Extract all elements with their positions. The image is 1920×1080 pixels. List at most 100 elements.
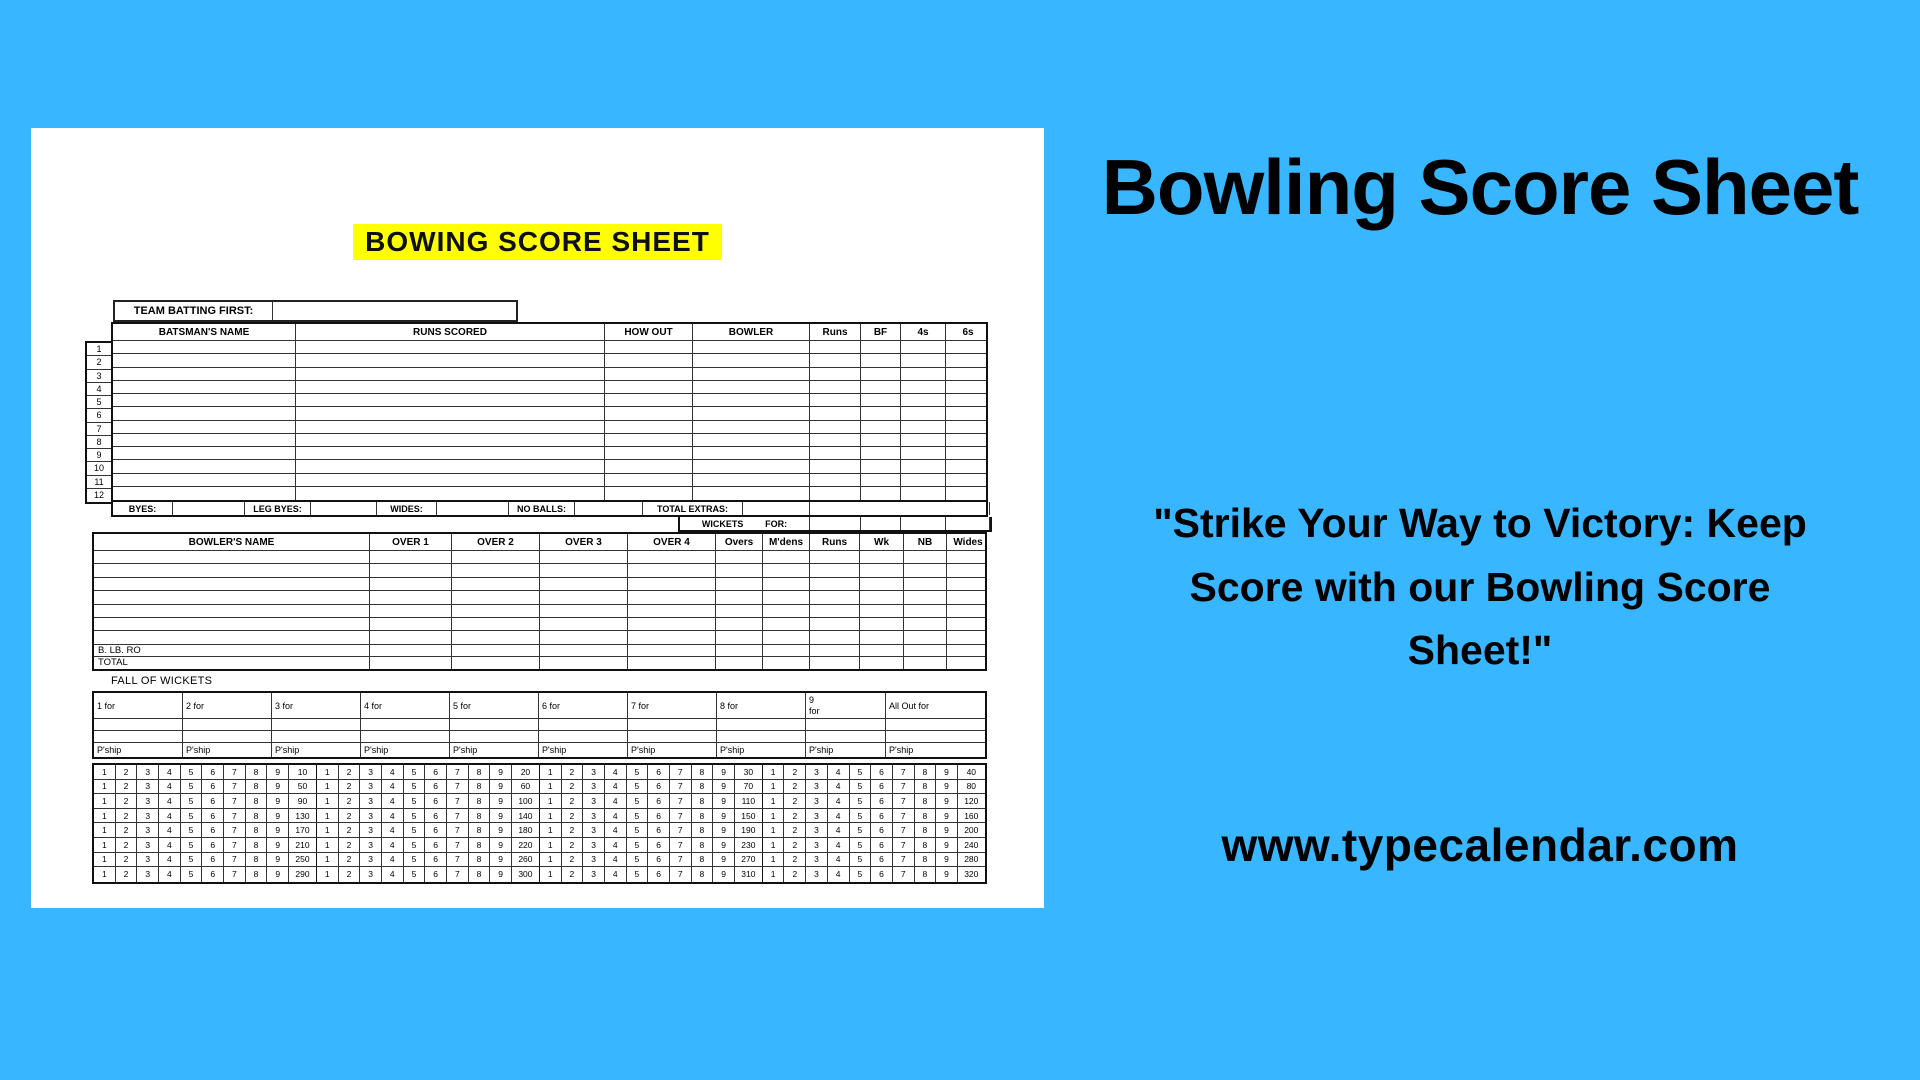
run-grid-digit: 2 <box>339 808 361 823</box>
extras-value-cell <box>437 502 509 515</box>
run-grid-digit: 7 <box>893 837 915 852</box>
fow-label-text: 4 for <box>364 700 383 711</box>
bowling-cell <box>370 644 452 656</box>
batting-cell <box>946 421 990 433</box>
run-grid-digit: 5 <box>627 837 649 852</box>
run-grid-digit: 7 <box>670 765 692 779</box>
cumulative-run-grid: 1 2 3 4 5 6 7 8 9 10 1 2 3 4 5 6 7 8 9 20 1 2 3 4 5 6 7 8 9 30 1 2 3 4 5 6 7… <box>92 763 987 884</box>
batting-cell <box>605 473 693 486</box>
batting-cell <box>605 460 693 473</box>
run-grid-digit: 4 <box>159 823 181 837</box>
run-grid-digit: 3 <box>583 823 605 837</box>
fow-cell <box>450 719 539 730</box>
batting-cell <box>810 447 861 460</box>
run-grid-total: 300 <box>512 867 540 882</box>
run-grid-digit: 5 <box>850 867 872 882</box>
run-grid-digit: 5 <box>850 837 872 852</box>
run-grid-digit: 1 <box>94 867 116 882</box>
run-grid-digit: 1 <box>763 823 785 837</box>
bowling-cell <box>94 617 370 631</box>
bowling-cell <box>947 618 989 630</box>
run-grid-digit: 6 <box>202 794 225 808</box>
extras-row: BYES: LEG BYES: WIDES: NO BALLS: TOTAL EXTRA… <box>111 502 990 517</box>
col-over-2: OVER 2 <box>452 534 540 550</box>
bowling-cell <box>628 604 716 617</box>
run-grid-digit: 2 <box>784 794 807 808</box>
run-grid-digit: 3 <box>583 837 605 852</box>
run-grid-digit: 4 <box>605 794 627 808</box>
run-grid-digit: 5 <box>850 779 872 794</box>
run-grid-digit: 9 <box>490 779 512 794</box>
fow-label-text: 9 for <box>809 695 820 716</box>
batting-cell <box>861 380 901 393</box>
batting-cell <box>946 381 990 393</box>
run-grid-digit: 5 <box>850 794 872 808</box>
fow-header-row: 1 for 2 for 3 for 4 for 5 for 6 for 7 for 8 for… <box>94 693 985 719</box>
wides-label: WIDES: <box>377 502 437 515</box>
batting-cell <box>693 486 810 500</box>
fow-cell <box>94 719 183 730</box>
run-grid-digit: 3 <box>360 794 382 808</box>
run-grid-digit: 4 <box>605 779 627 794</box>
run-grid-digit: 4 <box>159 808 181 823</box>
run-grid-digit: 1 <box>763 779 785 794</box>
run-grid-digit: 5 <box>850 852 872 867</box>
pship-label: P'ship <box>628 743 717 757</box>
bowling-cell <box>947 551 989 563</box>
run-grid-digit: 3 <box>583 808 605 823</box>
batting-cell <box>605 394 693 407</box>
fow-column-label: 4 for <box>361 693 450 718</box>
run-grid-digit: 5 <box>627 779 649 794</box>
bowling-cell <box>716 617 763 631</box>
batting-cell <box>861 354 901 367</box>
bowling-table-row <box>94 604 985 618</box>
run-grid-digit: 7 <box>447 823 469 837</box>
fow-cell <box>450 731 539 742</box>
run-grid-total: 170 <box>289 823 317 837</box>
run-grid-total: 140 <box>512 808 540 823</box>
run-grid-digit: 8 <box>246 823 268 837</box>
batting-cell <box>113 420 296 433</box>
batting-cell <box>605 433 693 446</box>
run-grid-digit: 9 <box>267 852 290 867</box>
batting-row-number: 12 <box>93 490 104 501</box>
run-grid-digit: 3 <box>806 765 828 779</box>
run-grid-digit: 1 <box>540 765 562 779</box>
run-grid-digit: 6 <box>871 794 893 808</box>
bowling-cell <box>452 644 540 656</box>
fow-cell <box>94 731 183 742</box>
batting-cell <box>113 486 296 500</box>
fow-label-text: 6 for <box>542 700 561 711</box>
batting-cell <box>901 460 946 473</box>
run-grid-digit: 4 <box>828 867 850 882</box>
run-grid-digit: 1 <box>94 852 116 867</box>
fall-of-wickets-label: FALL OF WICKETS <box>111 675 213 687</box>
bowling-cell <box>94 604 370 617</box>
total-extras-label: TOTAL EXTRAS: <box>643 502 743 515</box>
run-grid-digit: 8 <box>469 779 491 794</box>
fow-label-text: 2 for <box>186 700 205 711</box>
pship-label: P'ship <box>450 743 539 757</box>
run-grid-digit: 5 <box>404 837 426 852</box>
bowling-cell <box>904 656 947 669</box>
run-grid-row: 1 2 3 4 5 6 7 8 9 210 1 2 3 4 5 6 7 8 9 220 1 2 3 4 5 6 7 8 9 230 1 2 3 4… <box>94 837 985 853</box>
run-grid-digit: 9 <box>713 823 735 837</box>
fow-label-text: 3 for <box>275 700 294 711</box>
bowling-cell <box>628 551 716 564</box>
run-grid-digit: 3 <box>137 808 160 823</box>
fow-cell <box>539 731 628 742</box>
batting-cell <box>810 341 861 354</box>
bowling-cell <box>904 591 947 604</box>
run-grid-digit: 9 <box>267 794 290 808</box>
run-grid-digit: 1 <box>763 794 785 808</box>
run-grid-digit: 4 <box>382 867 404 882</box>
run-grid-digit: 1 <box>763 765 785 779</box>
run-grid-digit: 2 <box>562 765 584 779</box>
bowling-cell <box>810 656 860 669</box>
run-grid-digit: 6 <box>871 852 893 867</box>
wickets-for-value-cell <box>901 517 946 530</box>
run-grid-digit: 4 <box>605 765 627 779</box>
batting-cell <box>113 341 296 354</box>
batting-row-number: 5 <box>87 396 111 410</box>
run-grid-digit: 6 <box>425 794 447 808</box>
